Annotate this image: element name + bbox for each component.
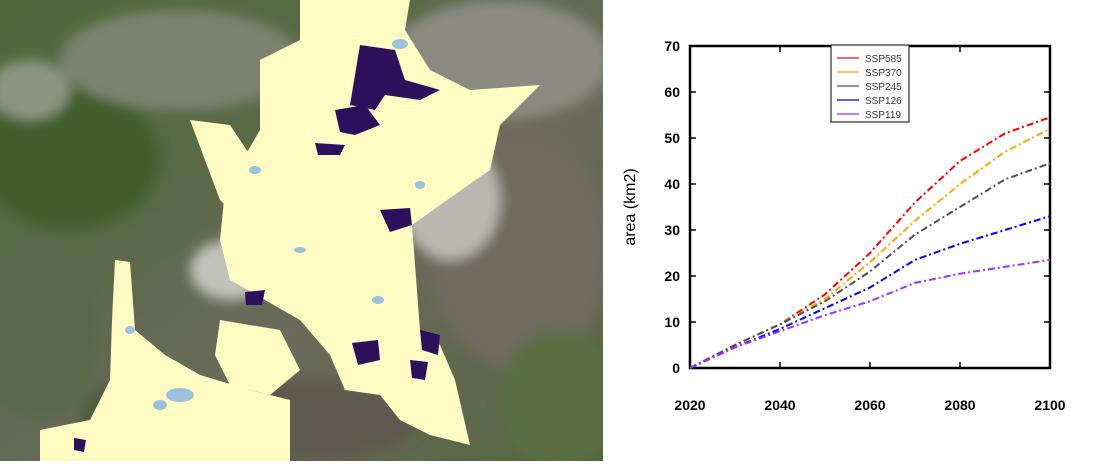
series-line-ssp585 — [689, 116, 1051, 369]
legend-label: SSP370 — [865, 68, 902, 79]
legend-label: SSP245 — [865, 82, 902, 93]
x-tick-label: 2020 — [674, 397, 705, 413]
y-tick-label: 60 — [664, 84, 680, 100]
series-line-ssp245 — [689, 162, 1051, 369]
x-tick-label: 2060 — [854, 397, 885, 413]
series-line-ssp126 — [689, 215, 1051, 369]
series-lines — [689, 116, 1051, 369]
legend-label: SSP119 — [865, 110, 901, 121]
y-tick-label: 20 — [664, 268, 680, 284]
glacier-extent — [40, 0, 540, 461]
x-tick-label: 2040 — [764, 397, 795, 413]
y-tick-label: 30 — [664, 222, 680, 238]
satellite-map — [0, 0, 603, 461]
series-line-ssp370 — [689, 127, 1051, 369]
chart-canvas: 0 10 20 30 40 50 60 70 2020 2040 2060 2080 2100 are… — [622, 38, 1066, 413]
y-tick-label: 50 — [664, 130, 680, 146]
y-tick-label: 40 — [664, 176, 680, 192]
legend: SSP585 SSP370 SSP245 SSP126 SSP119 — [830, 44, 910, 123]
x-tick-label: 2100 — [1034, 397, 1065, 413]
ice-depth-patches — [125, 39, 425, 410]
x-tick-label: 2080 — [944, 397, 975, 413]
y-axis: 0 10 20 30 40 50 60 70 — [664, 38, 1050, 376]
y-tick-label: 0 — [672, 360, 680, 376]
series-line-ssp119 — [689, 258, 1051, 369]
glacier-extent-map — [0, 0, 603, 461]
legend-label: SSP585 — [865, 54, 902, 65]
lake-areas — [74, 45, 440, 452]
y-axis-title: area (km2) — [622, 168, 639, 245]
y-tick-label: 10 — [664, 314, 680, 330]
y-tick-label: 70 — [664, 38, 680, 54]
area-projection-chart: 0 10 20 30 40 50 60 70 2020 2040 2060 2080 2100 are… — [603, 0, 1101, 461]
x-axis: 2020 2040 2060 2080 2100 — [674, 46, 1066, 413]
legend-label: SSP126 — [865, 96, 902, 107]
